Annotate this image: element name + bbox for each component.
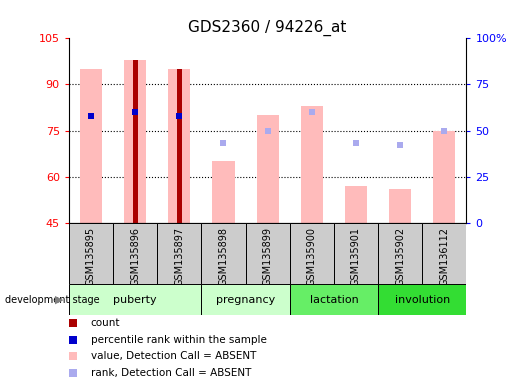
Bar — [80, 69, 102, 223]
Text: percentile rank within the sample: percentile rank within the sample — [91, 335, 267, 345]
Bar — [69, 284, 201, 315]
Text: development stage: development stage — [5, 295, 100, 305]
Text: GSM135902: GSM135902 — [395, 227, 405, 286]
Text: count: count — [91, 318, 120, 328]
Bar — [378, 284, 466, 315]
Title: GDS2360 / 94226_at: GDS2360 / 94226_at — [189, 20, 347, 36]
Bar — [213, 161, 234, 223]
Bar — [378, 223, 422, 284]
Text: GSM135895: GSM135895 — [86, 227, 96, 286]
Text: involution: involution — [395, 295, 450, 305]
Bar — [345, 186, 367, 223]
Bar — [157, 223, 201, 284]
Text: GSM135899: GSM135899 — [263, 227, 272, 286]
Text: GSM135901: GSM135901 — [351, 227, 361, 286]
Bar — [113, 223, 157, 284]
Bar — [201, 223, 245, 284]
Bar — [201, 284, 290, 315]
Text: GSM136112: GSM136112 — [439, 227, 449, 286]
Bar — [176, 69, 182, 223]
Bar — [334, 223, 378, 284]
Text: ▶: ▶ — [55, 295, 64, 305]
Bar — [245, 223, 290, 284]
Bar — [422, 223, 466, 284]
Bar — [168, 69, 190, 223]
Text: GSM135898: GSM135898 — [218, 227, 228, 286]
Text: GSM135896: GSM135896 — [130, 227, 140, 286]
Bar — [434, 131, 455, 223]
Bar — [301, 106, 323, 223]
Bar — [69, 223, 113, 284]
Bar — [257, 115, 279, 223]
Text: rank, Detection Call = ABSENT: rank, Detection Call = ABSENT — [91, 368, 251, 378]
Bar — [124, 60, 146, 223]
Text: pregnancy: pregnancy — [216, 295, 275, 305]
Text: lactation: lactation — [310, 295, 358, 305]
Bar — [389, 189, 411, 223]
Bar — [132, 60, 138, 223]
Bar — [290, 223, 334, 284]
Text: puberty: puberty — [113, 295, 157, 305]
Text: GSM135897: GSM135897 — [174, 227, 184, 286]
Bar — [290, 284, 378, 315]
Text: value, Detection Call = ABSENT: value, Detection Call = ABSENT — [91, 351, 256, 361]
Text: GSM135900: GSM135900 — [307, 227, 317, 286]
